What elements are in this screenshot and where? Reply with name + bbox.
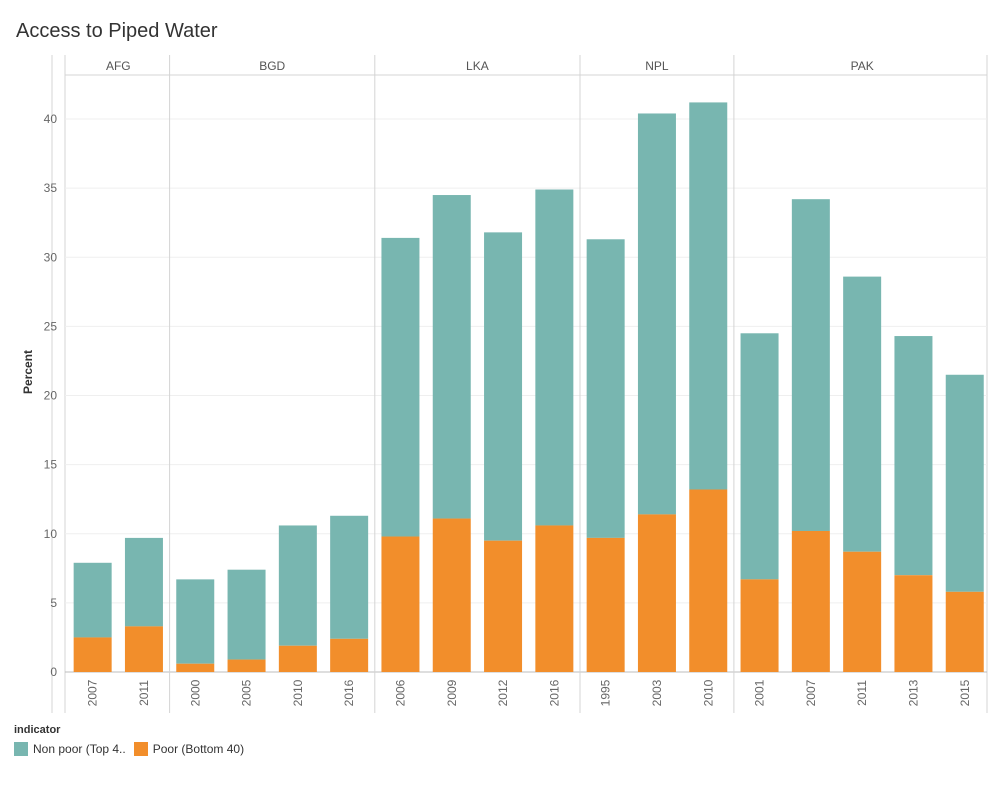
- group-header-lka: LKA: [466, 59, 489, 73]
- legend-label-poor: Poor (Bottom 40): [152, 742, 245, 756]
- x-tick-label: 2000: [188, 679, 202, 706]
- bar-segment-poor: [381, 536, 420, 672]
- x-tick-label: 2016: [547, 679, 561, 706]
- x-tick-label: 2011: [137, 680, 151, 706]
- bar-segment-poor: [124, 626, 163, 672]
- bar-segment-poor: [278, 645, 317, 672]
- x-tick-label: 2015: [958, 679, 972, 706]
- legend-title: indicator: [14, 724, 61, 736]
- x-tick-label: 1995: [599, 679, 613, 706]
- bar-segment-poor: [330, 638, 369, 672]
- x-tick-label: 2007: [86, 679, 100, 706]
- bar-segment-nonpoor: [689, 102, 728, 490]
- bar-segment-nonpoor: [637, 113, 676, 515]
- bar-segment-nonpoor: [586, 239, 625, 538]
- legend-item-nonpoor[interactable]: Non poor (Top 4..: [14, 742, 126, 756]
- y-tick-label: 25: [44, 319, 58, 333]
- bar-segment-poor: [791, 530, 830, 672]
- y-tick-label: 35: [44, 181, 58, 195]
- x-tick-label: 2012: [496, 679, 510, 706]
- x-tick-label: 2005: [240, 679, 254, 706]
- x-tick-label: 2007: [804, 679, 818, 706]
- bar-segment-nonpoor: [227, 569, 266, 660]
- x-tick-label: 2009: [445, 679, 459, 706]
- bar-segment-poor: [843, 551, 882, 672]
- bar-segment-nonpoor: [432, 195, 471, 519]
- x-tick-label: 2003: [650, 679, 664, 706]
- bar-segment-poor: [586, 537, 625, 672]
- y-tick-label: 20: [44, 389, 58, 403]
- bar-segment-nonpoor: [124, 537, 163, 627]
- bar-segment-poor: [535, 525, 574, 672]
- x-tick-label: 2001: [753, 679, 767, 706]
- y-tick-label: 5: [50, 596, 57, 610]
- bar-segment-poor: [689, 489, 728, 672]
- x-tick-label: 2013: [906, 679, 920, 706]
- y-tick-label: 10: [44, 527, 58, 541]
- bar-segment-nonpoor: [484, 232, 523, 541]
- legend-swatch-nonpoor: [14, 742, 28, 756]
- bar-segment-poor: [432, 518, 471, 672]
- bar-segment-poor: [227, 659, 266, 672]
- bar-segment-poor: [176, 663, 215, 672]
- bar-segment-poor: [894, 575, 933, 672]
- bar-segment-nonpoor: [740, 333, 779, 580]
- bar-segment-poor: [945, 591, 984, 672]
- group-header-bgd: BGD: [259, 59, 285, 73]
- bar-segment-nonpoor: [176, 579, 215, 664]
- x-tick-label: 2016: [342, 679, 356, 706]
- y-tick-label: 40: [44, 112, 58, 126]
- bar-segment-nonpoor: [381, 237, 420, 537]
- y-axis-label: Percent: [21, 350, 35, 394]
- bar-segment-poor: [73, 637, 112, 672]
- bar-segment-nonpoor: [843, 276, 882, 552]
- y-tick-label: 0: [50, 665, 57, 679]
- bar-segment-nonpoor: [535, 189, 574, 526]
- group-header-pak: PAK: [851, 59, 874, 73]
- y-tick-label: 15: [44, 458, 58, 472]
- group-header-npl: NPL: [645, 59, 669, 73]
- x-tick-label: 2006: [393, 679, 407, 706]
- bar-segment-poor: [637, 514, 676, 672]
- legend-item-poor[interactable]: Poor (Bottom 40): [133, 742, 245, 756]
- bar-segment-nonpoor: [330, 515, 369, 639]
- bar-segment-nonpoor: [791, 199, 830, 531]
- chart-title: Access to Piped Water: [16, 20, 218, 42]
- bar-segment-poor: [484, 540, 523, 672]
- x-tick-label: 2011: [855, 680, 869, 706]
- x-tick-label: 2010: [291, 679, 305, 706]
- bar-segment-nonpoor: [945, 374, 984, 592]
- bar-segment-nonpoor: [894, 336, 933, 576]
- bar-segment-nonpoor: [278, 525, 317, 646]
- group-header-afg: AFG: [106, 59, 131, 73]
- legend: indicator Non poor (Top 4.. Poor (Bottom…: [14, 724, 244, 756]
- y-tick-label: 30: [44, 250, 58, 264]
- bar-segment-nonpoor: [73, 562, 112, 638]
- legend-label-nonpoor: Non poor (Top 4..: [33, 742, 126, 756]
- bar-segment-poor: [740, 579, 779, 672]
- legend-swatch-poor: [133, 742, 148, 756]
- x-tick-label: 2010: [701, 679, 715, 706]
